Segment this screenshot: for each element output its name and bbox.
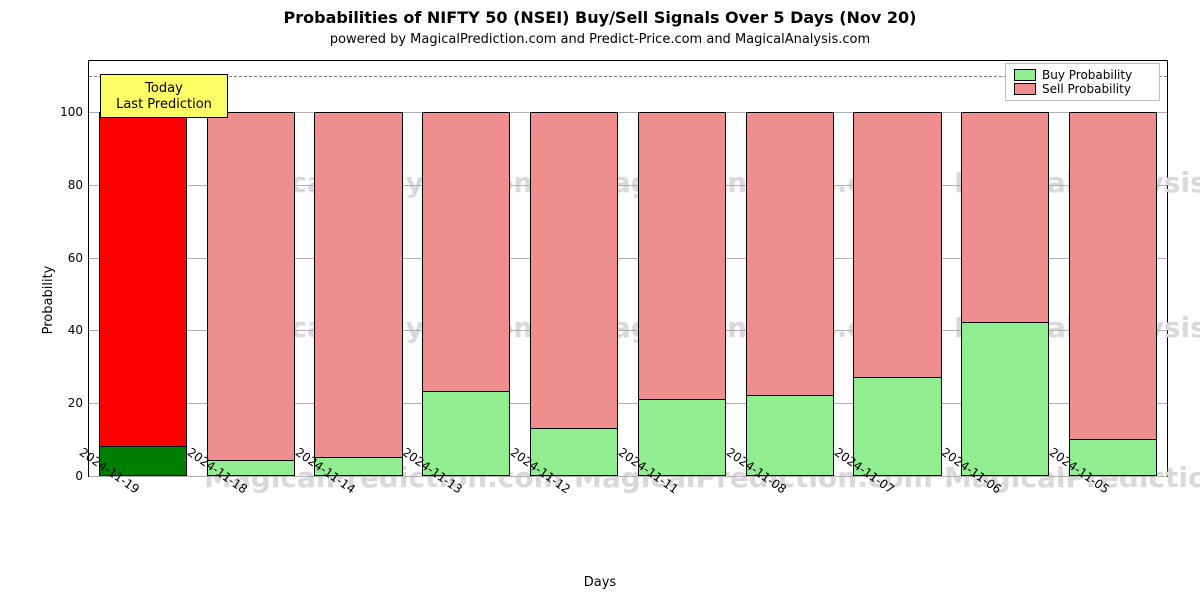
y-tick-label: 60 [68,251,89,265]
bar-sell [961,112,1049,476]
bar-sell [530,112,618,476]
legend-item: Sell Probability [1014,82,1151,96]
plot-area: MagicalAnalysis.comMagicalAnalysis.comMa… [88,60,1168,477]
bar-slot [746,112,834,476]
bar-slot [530,112,618,476]
y-tick-label: 40 [68,323,89,337]
bar-sell [314,112,402,476]
today-annotation: Today Last Prediction [100,74,228,118]
y-axis-label: Probability [41,266,56,335]
chart-subtitle: powered by MagicalPrediction.com and Pre… [0,32,1200,47]
bar-buy [962,322,1048,475]
legend-swatch [1014,69,1036,81]
y-tick-label: 20 [68,396,89,410]
bar-buy [854,377,940,475]
bar-sell [1069,112,1157,476]
bar-slot [853,112,941,476]
bar-slot [961,112,1049,476]
annotation-line2: Last Prediction [111,97,217,113]
legend-label: Buy Probability [1042,68,1132,82]
bar-buy [423,391,509,475]
gridline [89,476,1167,477]
bar-sell [207,112,295,476]
x-axis-label: Days [0,575,1200,590]
bar-slot [422,112,510,476]
bar-sell [853,112,941,476]
y-tick-label: 80 [68,178,89,192]
legend-item: Buy Probability [1014,68,1151,82]
bar-sell [422,112,510,476]
chart-title: Probabilities of NIFTY 50 (NSEI) Buy/Sel… [0,8,1200,27]
bar-slot [207,112,295,476]
bar-slot [99,112,187,476]
legend-label: Sell Probability [1042,82,1131,96]
bar-slot [638,112,726,476]
bar-sell [99,112,187,476]
chart-container: Probabilities of NIFTY 50 (NSEI) Buy/Sel… [0,0,1200,600]
y-tick-label: 0 [75,469,89,483]
bar-sell [746,112,834,476]
legend: Buy ProbabilitySell Probability [1005,63,1160,101]
bar-sell [638,112,726,476]
bar-buy [747,395,833,475]
y-tick-label: 100 [60,105,89,119]
legend-swatch [1014,83,1036,95]
annotation-line1: Today [111,81,217,97]
bar-slot [1069,112,1157,476]
bar-slot [314,112,402,476]
